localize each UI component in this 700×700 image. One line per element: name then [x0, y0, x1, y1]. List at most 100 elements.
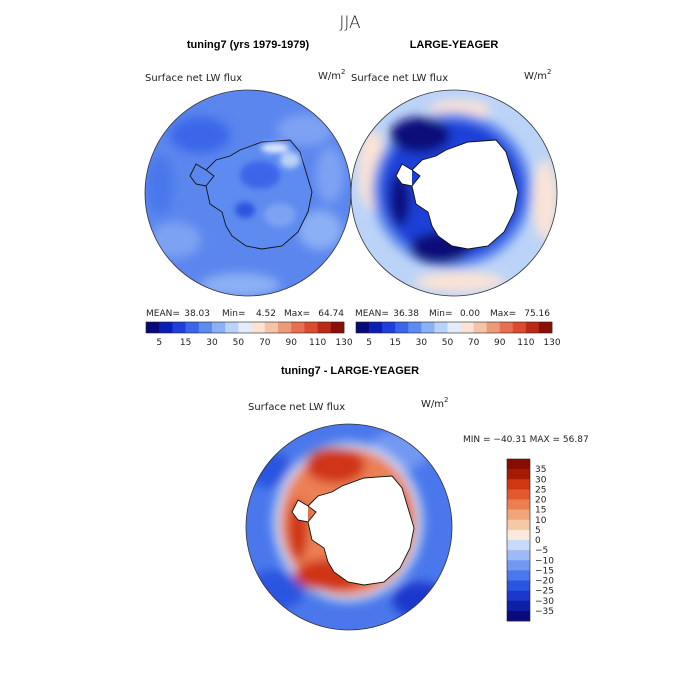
panel-left-colorbar-tick: 30	[206, 338, 218, 348]
panel-right: LARGE-YEAGER Surface net LW flux W/m2	[350, 39, 561, 348]
panel-difference-colorbar-tick: −35	[535, 607, 554, 617]
panel-right-colorbar-tick: 130	[543, 338, 560, 348]
panel-left-min-label: Min=	[222, 309, 246, 319]
panel-left-colorbar-tick: 110	[309, 338, 326, 348]
panel-left-colorbar-swatch	[198, 322, 213, 333]
panel-right-colorbar-tick: 90	[494, 338, 506, 348]
panel-difference-colorbar-swatch	[507, 580, 530, 591]
panel-left-stats: MEAN= 38.03 Min= 4.52 Max= 64.74	[146, 309, 344, 319]
figure-title: JJA	[339, 13, 361, 33]
panel-right-mean-label: MEAN=	[355, 309, 389, 319]
panel-right-min: 0.00	[460, 309, 480, 319]
panel-right-colorbar-swatch	[538, 322, 553, 333]
panel-difference-colorbar-swatch	[507, 540, 530, 551]
panel-right-colorbar-tick: 70	[468, 338, 480, 348]
panel-left-max: 64.74	[318, 309, 344, 319]
panel-left-units: W/m2	[318, 68, 345, 82]
panel-right-colorbar-swatch	[525, 322, 540, 333]
panel-left-colorbar-tick: 90	[285, 338, 297, 348]
panel-difference-colorbar-tick: 20	[535, 496, 547, 506]
panel-difference-title: tuning7 - LARGE-YEAGER	[281, 365, 419, 377]
panel-difference-colorbar-swatch	[507, 570, 530, 581]
panel-right-colorbar-tick: 30	[416, 338, 428, 348]
panel-left-max-label: Max=	[284, 309, 310, 319]
panel-difference-colorbar-swatch	[507, 610, 530, 622]
panel-difference-colorbar-tick: −15	[535, 566, 554, 576]
panel-right-field-label: Surface net LW flux	[351, 73, 448, 84]
panel-difference-colorbar-tick: 0	[535, 536, 541, 546]
panel-right-colorbar-tick: 15	[389, 338, 400, 348]
panel-left-colorbar-swatch	[185, 322, 200, 333]
panel-right-colorbar-swatch	[460, 322, 474, 333]
panel-right-min-label: Min=	[429, 309, 453, 319]
panel-left-colorbar-swatch	[304, 322, 318, 333]
panel-left-colorbar-swatch	[146, 322, 160, 333]
panel-right-colorbar-swatch	[473, 322, 487, 333]
panel-difference-colorbar-swatch	[507, 560, 530, 571]
panel-difference-units: W/m2	[421, 396, 448, 410]
panel-difference-colorbar-tick: 30	[535, 475, 547, 485]
panel-right-units: W/m2	[524, 68, 551, 82]
panel-left: tuning7 (yrs 1979-1979) Surface net LW f…	[144, 39, 353, 348]
panel-difference-antarctica	[307, 475, 415, 586]
panel-right-map-border	[350, 89, 558, 297]
panel-difference-colorbar-swatch	[507, 459, 530, 470]
panel-left-mean-label: MEAN=	[146, 309, 180, 319]
panel-left-field-label: Surface net LW flux	[145, 73, 242, 84]
panel-difference-colorbar-swatch	[507, 590, 530, 602]
panel-left-colorbar-tick: 5	[156, 338, 162, 348]
panel-difference-colorbar-tick: 35	[535, 465, 546, 475]
panel-difference: tuning7 - LARGE-YEAGER Surface net LW fl…	[245, 365, 589, 631]
panel-left-colorbar-tick: 70	[259, 338, 271, 348]
panel-left-colorbar-swatch	[317, 322, 332, 333]
panel-right-max-label: Max=	[490, 309, 516, 319]
panel-difference-colorbar-tick: 5	[535, 526, 541, 536]
panel-left-colorbar-tick: 130	[335, 338, 352, 348]
panel-difference-colorbar-frame	[506, 458, 531, 622]
panel-difference-colorbar-tick: 15	[535, 506, 546, 516]
panel-right-colorbar-swatch	[434, 322, 448, 333]
panel-right-colorbar-frame	[355, 321, 553, 334]
panel-right-colorbar-swatch	[382, 322, 396, 333]
panel-left-colorbar-swatch	[330, 322, 345, 333]
panel-difference-colorbar-tick: −10	[535, 556, 554, 566]
panel-right-colorbar-swatch	[395, 322, 409, 333]
panel-difference-colorbar-swatch	[507, 509, 530, 521]
panel-difference-colorbar-swatch	[507, 600, 530, 612]
panel-difference-colorbar-tick: −5	[535, 546, 548, 556]
panel-right-stats: MEAN= 36.38 Min= 0.00 Max= 75.16	[355, 309, 550, 319]
panel-difference-colorbar-swatch	[507, 469, 530, 480]
panel-right-colorbar-swatch	[512, 322, 527, 333]
panel-difference-map-border	[245, 423, 453, 631]
panel-difference-colorbar-tick: −30	[535, 597, 554, 607]
panel-difference-colorbar-swatch	[507, 479, 530, 490]
panel-right-colorbar-swatch	[499, 322, 514, 333]
panel-right-colorbar-swatch	[408, 322, 422, 333]
panel-difference-map	[246, 424, 452, 630]
panel-right-mean: 36.38	[393, 309, 419, 319]
panel-left-colorbar-swatch	[264, 322, 279, 333]
panel-left-colorbar-swatch	[225, 322, 239, 333]
panel-left-colorbar-swatch	[291, 322, 305, 333]
panel-difference-stats: MIN = −40.31 MAX = 56.87	[463, 435, 589, 445]
panel-right-colorbar: 5 15 30 50 70 90 110 130	[355, 321, 561, 348]
panel-left-colorbar-swatch	[159, 322, 173, 333]
panel-left-title: tuning7 (yrs 1979-1979)	[187, 39, 310, 51]
panel-right-colorbar-swatch	[369, 322, 383, 333]
panel-right-map	[351, 90, 557, 296]
panel-left-colorbar-frame	[145, 321, 345, 334]
panel-left-colorbar: 5 15 30 50 70 90 110 130	[145, 321, 353, 348]
panel-right-title: LARGE-YEAGER	[410, 39, 499, 51]
panel-difference-colorbar-swatch	[507, 550, 530, 561]
panel-left-colorbar-swatch	[212, 322, 226, 333]
panel-right-colorbar-tick: 50	[442, 338, 454, 348]
panel-left-colorbar-swatch	[278, 322, 292, 333]
panel-right-colorbar-tick: 5	[366, 338, 372, 348]
panel-right-colorbar-swatch	[486, 322, 501, 333]
panel-difference-colorbar-tick: 25	[535, 485, 546, 495]
panel-right-colorbar-swatch	[356, 322, 370, 333]
panel-left-map	[145, 90, 351, 296]
panel-difference-colorbar-swatch	[507, 499, 530, 510]
